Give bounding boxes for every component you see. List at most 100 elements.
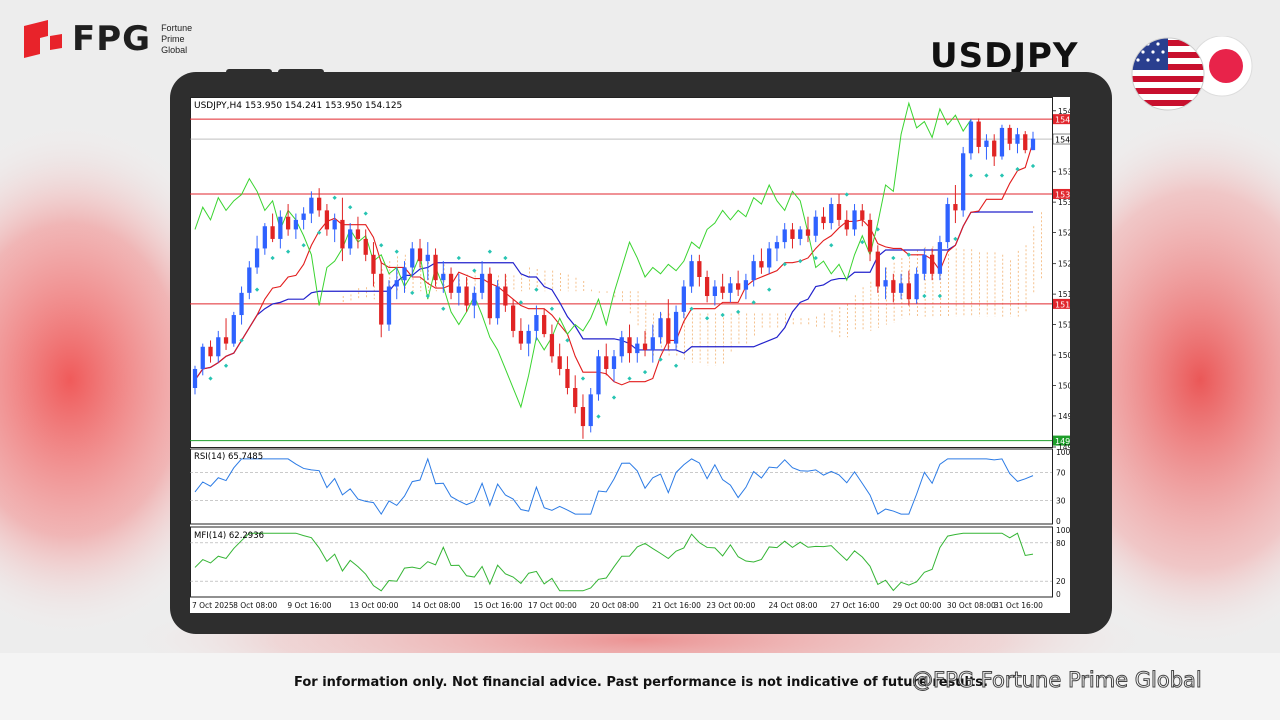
candle-body (720, 286, 725, 293)
psar-dot (503, 255, 508, 261)
candle-body (340, 219, 345, 249)
mfi-panel-level-label: 80 (1056, 539, 1066, 548)
candle-body (503, 286, 508, 306)
psar-dot (487, 249, 492, 254)
candle-body (999, 127, 1005, 157)
psar-dot (518, 300, 524, 305)
psar-dot (922, 293, 927, 299)
candle-body (542, 315, 547, 335)
candle-body (425, 254, 430, 262)
mfi-panel-level-label: 20 (1056, 577, 1066, 586)
x-tick-label: 21 Oct 16:00 (652, 601, 701, 610)
candle-body (689, 261, 694, 287)
candle-body (619, 337, 624, 357)
ichimoku-cloud (342, 212, 1042, 366)
psar-dot (1015, 167, 1020, 172)
candle-body (829, 204, 834, 224)
candle-body (774, 242, 780, 249)
x-tick-label: 9 Oct 16:00 (287, 601, 331, 610)
price-tag (1052, 133, 1070, 145)
candle-body (860, 210, 865, 220)
psar-dot (627, 376, 632, 381)
y-tick-label: 151.200 (1058, 321, 1070, 330)
candle-body (790, 229, 795, 239)
candle-body (317, 197, 322, 211)
candle-body (992, 140, 997, 157)
candle-body (728, 283, 733, 293)
candle-body (456, 286, 461, 293)
candle-body (650, 337, 655, 350)
psar-dot (860, 239, 865, 245)
main-panel-frame (190, 97, 1053, 448)
psar-dot (254, 287, 260, 292)
psar-dot (596, 414, 601, 419)
candle-body (549, 334, 555, 357)
candle-body (348, 229, 353, 249)
current-price-label: 154.125 (1055, 136, 1070, 145)
candle-body (782, 229, 787, 243)
candle-body (666, 318, 671, 344)
level-tag (1053, 435, 1070, 446)
candle-body (681, 286, 686, 312)
psar-dot (394, 249, 399, 254)
mfi-panel-level-label: 100 (1056, 526, 1070, 535)
y-tick-label: 152.650 (1058, 229, 1070, 238)
psar-dot (968, 173, 974, 178)
candle-body (604, 356, 609, 369)
horizontal-levels (190, 118, 1052, 442)
x-tick-label: 31 Oct 16:00 (994, 601, 1043, 610)
x-tick-label: 23 Oct 00:00 (706, 601, 755, 610)
candle-body (883, 280, 888, 287)
x-tick-label: 13 Oct 00:00 (349, 601, 398, 610)
kijun-line (194, 211, 1033, 381)
candle-body (961, 153, 966, 211)
candle-body (247, 267, 252, 293)
candle-body (472, 292, 477, 306)
candle-body (309, 197, 314, 214)
tenkan-line (194, 142, 1034, 386)
candle-body (945, 204, 950, 243)
candle-body (386, 286, 392, 325)
x-tick-label: 15 Oct 16:00 (474, 601, 523, 610)
candle-body (495, 286, 500, 319)
candle-body (293, 219, 299, 230)
psar-dot (332, 195, 337, 200)
chart-header: USDJPY,H4 153.950 154.241 153.950 154.12… (194, 101, 402, 111)
candlesticks (192, 118, 1036, 439)
candle-body (875, 251, 880, 287)
rsi-panel-level-label: 100 (1056, 448, 1070, 457)
candle-body (937, 242, 943, 274)
candle-body (751, 261, 756, 281)
candle-body (433, 254, 438, 281)
psar-dot (736, 309, 741, 315)
level-label: 153.259 (1055, 190, 1070, 199)
rsi-panel-line (194, 457, 1034, 516)
psar-dot (410, 290, 415, 295)
candle-body (379, 273, 384, 325)
psar-dot (704, 316, 710, 321)
candle-body (813, 216, 818, 236)
candle-body (906, 283, 911, 300)
candle-body (798, 229, 803, 239)
y-tick-label: 150.240 (1058, 381, 1070, 390)
y-tick-label: 149.270 (1058, 443, 1070, 452)
candle-body (231, 315, 236, 344)
psar-dot (875, 227, 880, 232)
brand-name: FPG (72, 19, 152, 59)
rsi-panel-level-label: 70 (1056, 469, 1066, 478)
psar-dot (534, 287, 539, 292)
pair-title: USDJPY (930, 36, 1079, 76)
candle-body (836, 204, 842, 220)
candle-body (262, 226, 267, 249)
candle-body (518, 330, 524, 344)
psar-dot (301, 243, 306, 248)
candle-body (968, 121, 974, 154)
level-tag (1053, 114, 1070, 125)
psar-dot (456, 255, 461, 261)
x-tick-label: 14 Oct 08:00 (412, 601, 461, 610)
candle-body (736, 283, 741, 290)
mfi-panel-frame (190, 526, 1053, 598)
psar-dot (999, 173, 1005, 178)
level-label: 154.438 (1055, 116, 1070, 125)
psar-dot (767, 287, 772, 292)
